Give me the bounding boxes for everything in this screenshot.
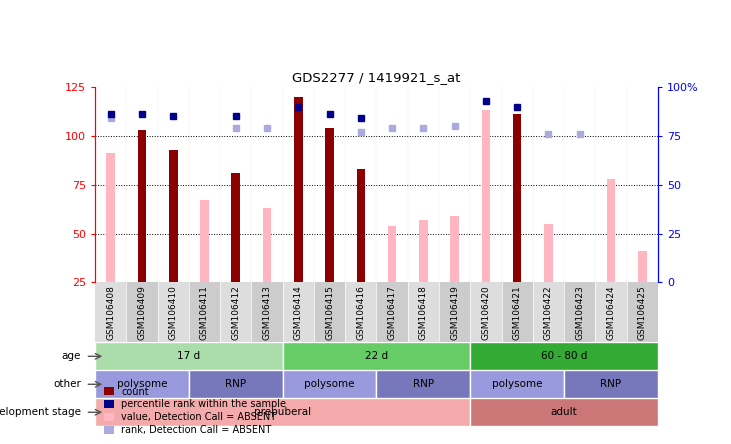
Text: GSM106418: GSM106418: [419, 285, 428, 340]
Bar: [408, 282, 439, 342]
Text: GSM106421: GSM106421: [512, 285, 522, 340]
Text: 60 - 80 d: 60 - 80 d: [541, 351, 587, 361]
Bar: [158, 282, 189, 342]
Bar: [607, 179, 616, 282]
Bar: [470, 282, 501, 342]
Bar: [470, 342, 658, 370]
Text: RNP: RNP: [600, 379, 621, 389]
Bar: [470, 398, 658, 426]
Text: GSM106422: GSM106422: [544, 285, 553, 340]
Text: adult: adult: [550, 407, 577, 417]
Text: GSM106413: GSM106413: [262, 285, 271, 340]
Bar: [357, 169, 365, 282]
Bar: [200, 200, 209, 282]
Bar: [544, 224, 553, 282]
Text: 17 d: 17 d: [178, 351, 200, 361]
Bar: [95, 342, 283, 370]
Text: GSM106425: GSM106425: [637, 285, 647, 340]
Bar: [189, 282, 220, 342]
Bar: [95, 282, 126, 342]
Text: 22 d: 22 d: [365, 351, 388, 361]
Text: RNP: RNP: [413, 379, 434, 389]
Bar: [345, 282, 376, 342]
Bar: [376, 370, 470, 398]
Text: GSM106419: GSM106419: [450, 285, 459, 340]
Text: RNP: RNP: [225, 379, 246, 389]
Text: GSM106420: GSM106420: [482, 285, 491, 340]
Bar: [564, 282, 595, 342]
Text: polysome: polysome: [304, 379, 355, 389]
Bar: [595, 282, 626, 342]
Bar: [107, 154, 115, 282]
Text: GSM106415: GSM106415: [325, 285, 334, 340]
Text: age: age: [61, 351, 81, 361]
Bar: [283, 370, 376, 398]
Bar: [220, 282, 251, 342]
Title: GDS2277 / 1419921_s_at: GDS2277 / 1419921_s_at: [292, 71, 461, 84]
Bar: [294, 97, 303, 282]
Bar: [482, 111, 491, 282]
Bar: [189, 370, 283, 398]
Bar: [626, 282, 658, 342]
Bar: [314, 282, 345, 342]
Text: GSM106417: GSM106417: [387, 285, 397, 340]
Bar: [169, 150, 178, 282]
Bar: [262, 208, 271, 282]
Text: GSM106408: GSM106408: [106, 285, 115, 340]
Text: GSM106423: GSM106423: [575, 285, 584, 340]
Text: development stage: development stage: [0, 407, 81, 417]
Bar: [283, 282, 314, 342]
Bar: [470, 370, 564, 398]
Text: other: other: [53, 379, 81, 389]
Bar: [251, 282, 283, 342]
Text: GSM106416: GSM106416: [356, 285, 366, 340]
Text: GSM106412: GSM106412: [231, 285, 240, 340]
Bar: [564, 370, 658, 398]
Bar: [638, 251, 646, 282]
Bar: [95, 370, 189, 398]
Text: GSM106411: GSM106411: [200, 285, 209, 340]
Bar: [325, 128, 334, 282]
Bar: [283, 342, 470, 370]
Bar: [95, 398, 470, 426]
Bar: [232, 173, 240, 282]
Text: GSM106424: GSM106424: [607, 285, 616, 340]
Bar: [533, 282, 564, 342]
Bar: [450, 216, 459, 282]
Bar: [376, 282, 408, 342]
Legend: count, percentile rank within the sample, value, Detection Call = ABSENT, rank, : count, percentile rank within the sample…: [100, 383, 290, 439]
Text: GSM106414: GSM106414: [294, 285, 303, 340]
Bar: [419, 220, 428, 282]
Text: prepuberal: prepuberal: [254, 407, 311, 417]
Bar: [501, 282, 533, 342]
Bar: [137, 130, 146, 282]
Bar: [388, 226, 396, 282]
Text: GSM106410: GSM106410: [169, 285, 178, 340]
Text: polysome: polysome: [492, 379, 542, 389]
Text: GSM106409: GSM106409: [137, 285, 146, 340]
Text: polysome: polysome: [117, 379, 167, 389]
Bar: [513, 115, 521, 282]
Bar: [439, 282, 470, 342]
Bar: [126, 282, 158, 342]
